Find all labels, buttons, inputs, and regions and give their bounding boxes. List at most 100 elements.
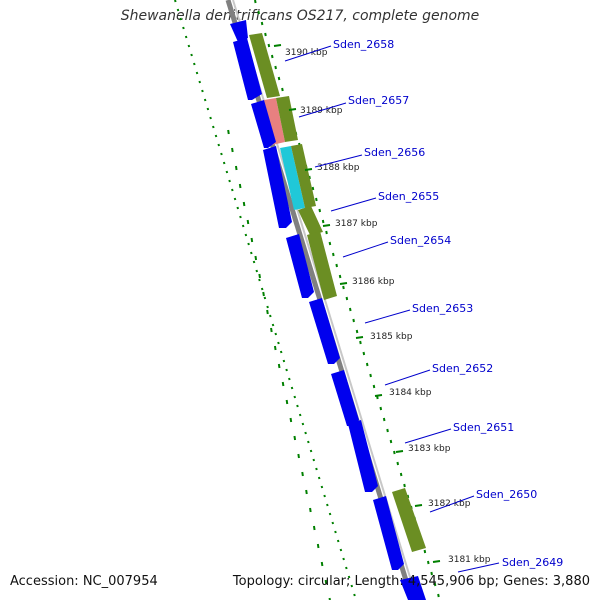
cog-block (249, 33, 280, 98)
gc-dot (246, 219, 250, 225)
kbp-tick (339, 282, 348, 285)
gc-dot (345, 296, 349, 301)
gc-dot (379, 406, 383, 411)
map-title: Shewanella denitrificans OS217, complete… (120, 8, 480, 24)
gc-dot (255, 269, 259, 273)
gc-dot (257, 10, 260, 15)
gc-dot (252, 260, 256, 264)
gc-dot (277, 363, 281, 369)
gene-label: Sden_2651 (453, 421, 514, 434)
gc-dot (307, 440, 310, 444)
gene-leader (364, 309, 411, 324)
kbp-tick (288, 108, 297, 111)
gc-dot (179, 17, 182, 21)
gc-dot (228, 179, 231, 183)
gene-leader (298, 102, 347, 118)
gene-leader (404, 428, 452, 444)
gc-dot (342, 557, 345, 561)
gc-dot (184, 35, 188, 39)
gc-dot (423, 549, 427, 554)
cds-arrow (263, 146, 292, 228)
gc-dot (293, 435, 297, 441)
gc-dot (352, 318, 355, 323)
kbp-tick (273, 44, 282, 47)
gc-dot (260, 21, 264, 26)
gene-label: Sden_2655 (378, 190, 439, 203)
gc-dot (345, 566, 348, 570)
gc-dot (305, 489, 308, 495)
gc-dot (264, 32, 267, 37)
kbp-tick (322, 224, 331, 227)
gc-dot (304, 431, 307, 435)
gc-dot (317, 476, 321, 480)
gc-dot (238, 183, 242, 189)
gc-dot (233, 197, 237, 201)
cds-arrow (400, 576, 426, 600)
gene-label: Sden_2649 (502, 556, 563, 569)
kbp-ticks (273, 44, 441, 563)
gc-dot (193, 62, 196, 66)
gc-dot (332, 252, 335, 257)
gc-dot (297, 453, 300, 459)
gc-dot (334, 530, 337, 534)
gc-dot (244, 233, 248, 237)
gc-dot (403, 483, 406, 488)
kbp-tick (432, 560, 441, 563)
gc-dot (260, 287, 264, 291)
gc-dot (225, 170, 229, 174)
gc-dot (262, 291, 265, 297)
cog-block (276, 96, 298, 142)
cog-block (392, 488, 426, 552)
cds-track (230, 20, 426, 600)
gc-dot (315, 467, 318, 471)
gc-dot (258, 278, 261, 282)
gc-dot (266, 309, 269, 315)
gc-dot (311, 186, 315, 191)
gc-dot (212, 125, 215, 129)
kbp-tick (414, 504, 423, 507)
gc-dot (217, 143, 220, 147)
gc-dot (285, 399, 289, 405)
gc-dot (195, 71, 199, 75)
gc-dot (316, 543, 320, 549)
gc-dot (281, 87, 284, 92)
gc-dot (318, 208, 322, 213)
gc-dot (182, 26, 185, 30)
gc-dot (285, 368, 288, 372)
gc-dot (176, 8, 180, 12)
cds-arrow (373, 496, 404, 570)
gc-dot (220, 152, 223, 156)
kbp-tick (374, 394, 383, 397)
gc-dot (326, 503, 329, 507)
gc-dot (258, 273, 261, 279)
gc-dot (309, 449, 313, 453)
gc-dot (336, 539, 340, 543)
gc-dot (301, 422, 305, 426)
gc-dot (293, 395, 297, 399)
gc-dot (274, 65, 277, 70)
cds-arrow (286, 234, 314, 298)
gc-dot (338, 274, 342, 279)
gc-dot (250, 251, 253, 255)
gc-dot (236, 206, 240, 210)
gc-dot (296, 404, 299, 408)
gc-dot (206, 107, 210, 111)
gc-dot (290, 386, 294, 390)
gc-dot (281, 381, 285, 387)
gc-dot (359, 340, 362, 345)
gc-dot (430, 571, 433, 576)
gc-dot (239, 215, 242, 219)
gc-dot (372, 384, 376, 389)
kbp-label: 3189 kbp (300, 106, 343, 116)
kbp-label: 3187 kbp (335, 219, 378, 229)
cog-block (264, 98, 285, 145)
gc-dot (174, 0, 177, 3)
gc-dot (325, 230, 328, 235)
cog-track (249, 33, 426, 552)
gc-dot (331, 521, 335, 525)
gc-dot (282, 359, 286, 363)
gene-leader (314, 154, 363, 168)
gc-dot (234, 165, 238, 171)
gc-dot (222, 161, 226, 165)
